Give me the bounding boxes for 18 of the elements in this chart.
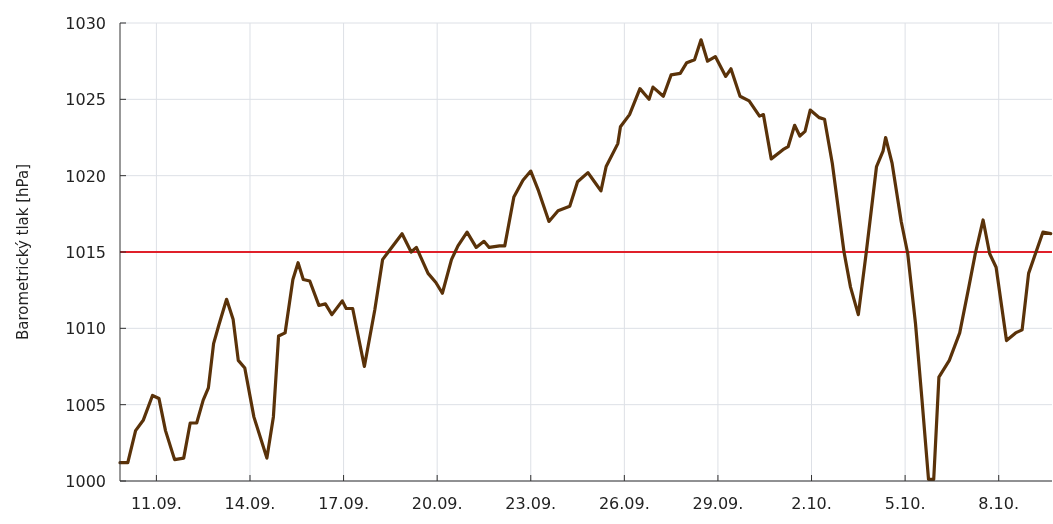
y-axis-title: Barometrický tlak [hPa] bbox=[14, 163, 32, 341]
x-tick-label: 11.09. bbox=[130, 494, 182, 513]
y-tick-label: 1030 bbox=[65, 14, 106, 33]
x-tick-label: 20.09. bbox=[411, 494, 463, 513]
x-tick-label: 2.10. bbox=[791, 494, 832, 513]
y-tick-label: 1000 bbox=[65, 472, 106, 491]
x-tick-label: 29.09. bbox=[692, 494, 744, 513]
y-tick-label: 1015 bbox=[65, 243, 106, 262]
x-tick-label: 17.09. bbox=[318, 494, 370, 513]
y-tick-label: 1010 bbox=[65, 319, 106, 339]
x-tick-label: 23.09. bbox=[505, 494, 557, 513]
x-tick-label: 26.09. bbox=[598, 494, 650, 513]
x-tick-label: 14.09. bbox=[224, 494, 276, 513]
y-tick-label: 1005 bbox=[65, 395, 106, 415]
y-tick-label: 1020 bbox=[65, 166, 106, 186]
y-tick-label: 1025 bbox=[65, 90, 106, 110]
x-tick-label: 8.10. bbox=[978, 494, 1020, 513]
x-tick-label: 5.10. bbox=[884, 494, 926, 513]
